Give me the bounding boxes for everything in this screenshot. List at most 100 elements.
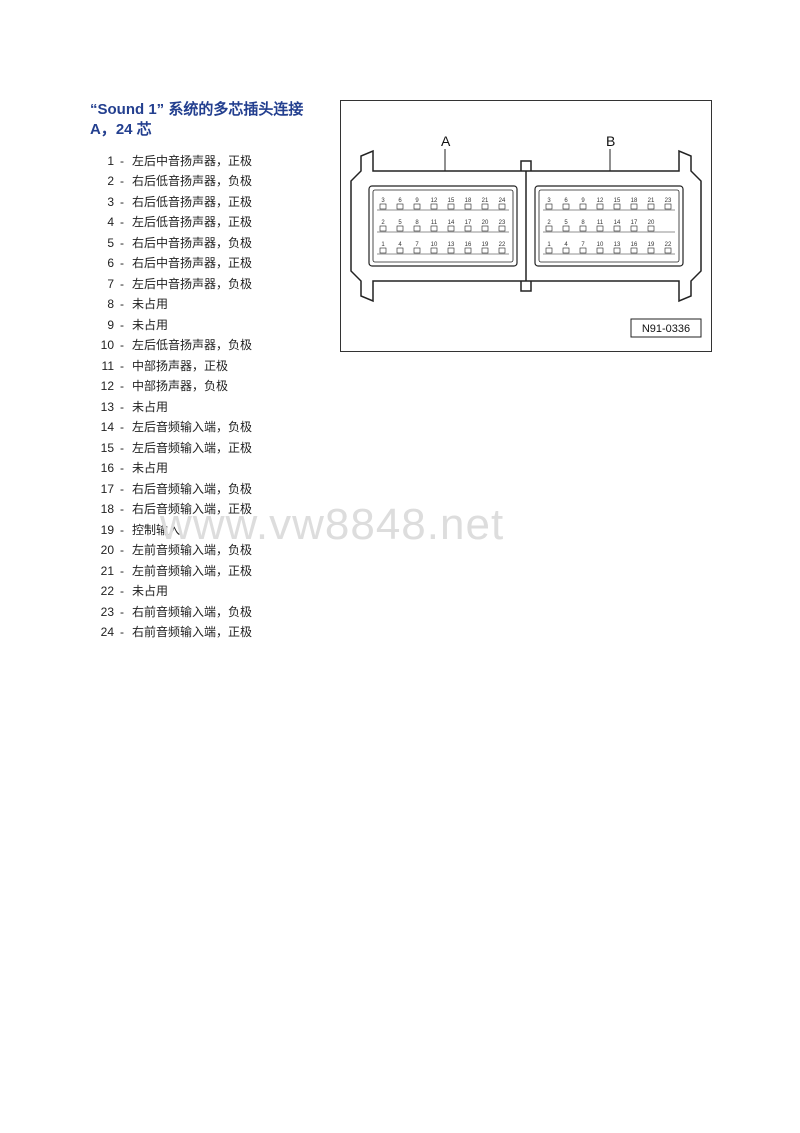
pin-description: 左后音频输入端，正极 — [126, 442, 252, 454]
pin-description: 左后音频输入端，负极 — [126, 421, 252, 433]
pin-description: 未占用 — [126, 462, 168, 474]
pin-description: 中部扬声器，负极 — [126, 380, 228, 392]
pin-description: 右后低音扬声器，正极 — [126, 196, 252, 208]
pin-number: 3 — [90, 196, 118, 208]
svg-text:14: 14 — [614, 220, 621, 226]
pin-dash: - — [118, 524, 126, 536]
pin-number: 18 — [90, 503, 118, 515]
pin-number: 22 — [90, 585, 118, 597]
pin-number: 19 — [90, 524, 118, 536]
pin-number: 15 — [90, 442, 118, 454]
pin-dash: - — [118, 339, 126, 351]
pin-row: 14-左后音频输入端，负极 — [90, 421, 730, 433]
svg-text:21: 21 — [648, 198, 655, 204]
pin-description: 未占用 — [126, 319, 168, 331]
pin-number: 17 — [90, 483, 118, 495]
pin-row: 24-右前音频输入端，正极 — [90, 626, 730, 638]
pin-dash: - — [118, 237, 126, 249]
pin-row: 21-左前音频输入端，正极 — [90, 565, 730, 577]
svg-text:2: 2 — [381, 220, 385, 226]
pin-dash: - — [118, 196, 126, 208]
pin-number: 1 — [90, 155, 118, 167]
pin-number: 12 — [90, 380, 118, 392]
pin-number: 24 — [90, 626, 118, 638]
svg-text:13: 13 — [614, 242, 621, 248]
svg-text:23: 23 — [665, 198, 672, 204]
pin-description: 右后音频输入端，负极 — [126, 483, 252, 495]
svg-text:6: 6 — [564, 198, 568, 204]
pin-row: 11-中部扬声器，正极 — [90, 360, 730, 372]
pin-number: 7 — [90, 278, 118, 290]
svg-text:16: 16 — [631, 242, 638, 248]
svg-text:22: 22 — [499, 242, 506, 248]
svg-text:16: 16 — [465, 242, 472, 248]
svg-text:6: 6 — [398, 198, 402, 204]
pin-description: 中部扬声器，正极 — [126, 360, 228, 372]
svg-text:3: 3 — [547, 198, 551, 204]
pin-description: 未占用 — [126, 401, 168, 413]
pin-row: 12-中部扬声器，负极 — [90, 380, 730, 392]
pin-row: 16-未占用 — [90, 462, 730, 474]
pin-number: 10 — [90, 339, 118, 351]
svg-text:19: 19 — [482, 242, 489, 248]
pin-dash: - — [118, 565, 126, 577]
svg-text:11: 11 — [431, 220, 438, 226]
pin-number: 2 — [90, 175, 118, 187]
pin-description: 右后低音扬声器，负极 — [126, 175, 252, 187]
pin-number: 11 — [90, 360, 118, 372]
pin-dash: - — [118, 442, 126, 454]
pin-row: 15-左后音频输入端，正极 — [90, 442, 730, 454]
svg-text:B: B — [606, 133, 615, 149]
svg-text:9: 9 — [581, 198, 585, 204]
svg-text:19: 19 — [648, 242, 655, 248]
pin-dash: - — [118, 380, 126, 392]
svg-text:4: 4 — [564, 242, 568, 248]
pin-dash: - — [118, 319, 126, 331]
svg-text:10: 10 — [597, 242, 604, 248]
pin-dash: - — [118, 585, 126, 597]
pin-description: 未占用 — [126, 585, 168, 597]
pin-dash: - — [118, 401, 126, 413]
pin-number: 6 — [90, 257, 118, 269]
svg-text:A: A — [441, 133, 451, 149]
svg-text:17: 17 — [465, 220, 472, 226]
pin-description: 左后低音扬声器，正极 — [126, 216, 252, 228]
pin-description: 右前音频输入端，正极 — [126, 626, 252, 638]
pin-number: 14 — [90, 421, 118, 433]
svg-text:18: 18 — [631, 198, 638, 204]
pin-number: 20 — [90, 544, 118, 556]
svg-text:N91-0336: N91-0336 — [642, 323, 690, 335]
svg-text:1: 1 — [547, 242, 551, 248]
pin-row: 18-右后音频输入端，正极 — [90, 503, 730, 515]
svg-text:8: 8 — [581, 220, 585, 226]
connector-diagram: AB36912151821242581114172023147101316192… — [340, 100, 712, 352]
pin-dash: - — [118, 257, 126, 269]
pin-description: 控制输入 — [126, 524, 180, 536]
pin-row: 19-控制输入 — [90, 524, 730, 536]
svg-text:22: 22 — [665, 242, 672, 248]
pin-description: 左前音频输入端，正极 — [126, 565, 252, 577]
svg-text:13: 13 — [448, 242, 455, 248]
svg-text:1: 1 — [381, 242, 385, 248]
pin-row: 22-未占用 — [90, 585, 730, 597]
pin-dash: - — [118, 544, 126, 556]
svg-text:17: 17 — [631, 220, 638, 226]
pin-dash: - — [118, 155, 126, 167]
svg-text:2: 2 — [547, 220, 551, 226]
pin-row: 23-右前音频输入端，负极 — [90, 606, 730, 618]
svg-text:5: 5 — [564, 220, 568, 226]
pin-number: 5 — [90, 237, 118, 249]
pin-number: 13 — [90, 401, 118, 413]
svg-text:11: 11 — [597, 220, 604, 226]
pin-description: 左前音频输入端，负极 — [126, 544, 252, 556]
pin-description: 右后中音扬声器，负极 — [126, 237, 252, 249]
svg-text:10: 10 — [431, 242, 438, 248]
svg-text:20: 20 — [648, 220, 655, 226]
svg-text:7: 7 — [415, 242, 419, 248]
pin-description: 右后中音扬声器，正极 — [126, 257, 252, 269]
svg-text:7: 7 — [581, 242, 585, 248]
pin-dash: - — [118, 298, 126, 310]
pin-description: 右前音频输入端，负极 — [126, 606, 252, 618]
svg-text:4: 4 — [398, 242, 402, 248]
svg-text:9: 9 — [415, 198, 419, 204]
